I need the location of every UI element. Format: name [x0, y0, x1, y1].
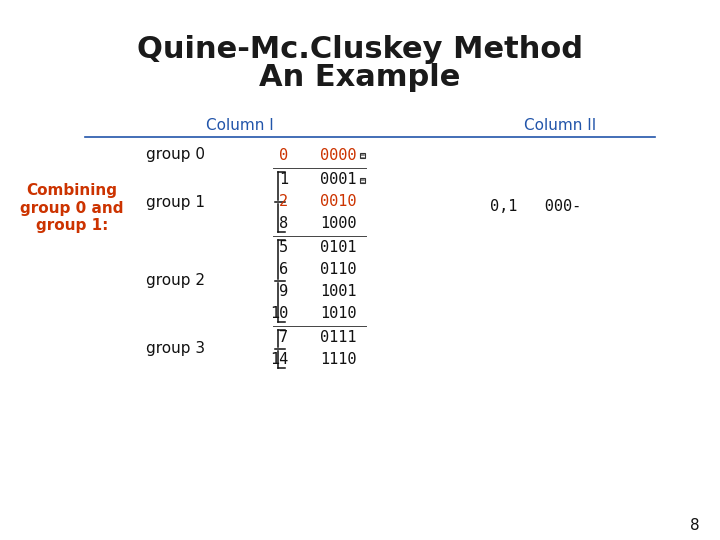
Text: group 2: group 2: [146, 273, 205, 288]
Text: 1110: 1110: [320, 353, 356, 368]
Text: group 3: group 3: [146, 341, 205, 356]
Text: 7: 7: [279, 330, 288, 346]
Text: 0110: 0110: [320, 262, 356, 278]
Text: 14: 14: [270, 353, 288, 368]
Text: 10: 10: [270, 307, 288, 321]
Text: 1000: 1000: [320, 217, 356, 232]
Text: 9: 9: [279, 285, 288, 300]
Text: 2: 2: [279, 194, 288, 210]
Text: 1001: 1001: [320, 285, 356, 300]
Text: 0001: 0001: [320, 172, 356, 187]
Text: 1: 1: [279, 172, 288, 187]
Text: Quine-Mc.Cluskey Method: Quine-Mc.Cluskey Method: [137, 36, 583, 64]
Text: 5: 5: [279, 240, 288, 255]
Text: group 0: group 0: [146, 147, 205, 163]
Text: 0101: 0101: [320, 240, 356, 255]
Bar: [359, 178, 364, 183]
Text: Combining
group 0 and
group 1:: Combining group 0 and group 1:: [20, 183, 124, 233]
Text: 0000: 0000: [320, 147, 356, 163]
Text: An Example: An Example: [259, 64, 461, 92]
Text: 8: 8: [279, 217, 288, 232]
Text: 0: 0: [279, 147, 288, 163]
Text: 0010: 0010: [320, 194, 356, 210]
Text: 0,1   000-: 0,1 000-: [490, 199, 581, 214]
Text: 1010: 1010: [320, 307, 356, 321]
Bar: [359, 152, 364, 158]
Text: 8: 8: [690, 518, 700, 534]
Text: 0111: 0111: [320, 330, 356, 346]
Text: Column I: Column I: [206, 118, 274, 132]
Text: Column II: Column II: [524, 118, 596, 132]
Text: 6: 6: [279, 262, 288, 278]
Text: group 1: group 1: [146, 194, 205, 210]
